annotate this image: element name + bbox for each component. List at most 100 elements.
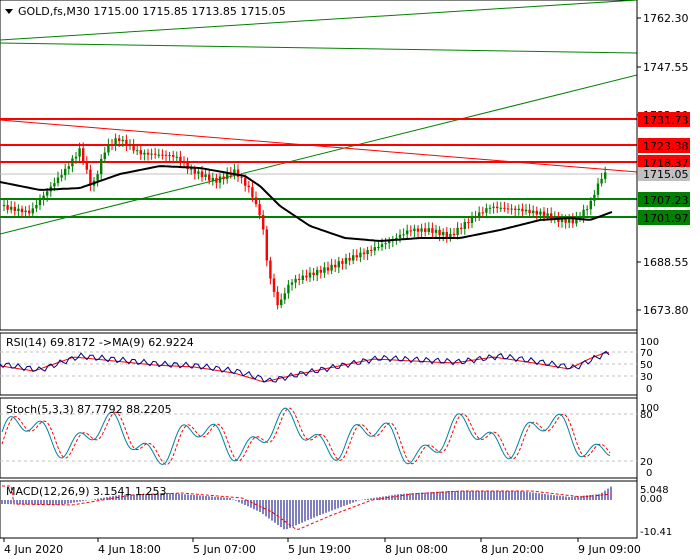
candle-body (31, 208, 34, 214)
macd-pane-frame (0, 480, 638, 539)
candle-body (510, 208, 513, 210)
candle-body (258, 204, 261, 216)
candle-body (24, 210, 27, 213)
candle-body (355, 255, 358, 258)
candlesticks (2, 133, 607, 310)
level-label-s1-text: 1707.23 (643, 194, 689, 207)
candle-body (560, 217, 564, 222)
rsi-line (0, 350, 610, 383)
rsi-scale-tick: 50 (640, 360, 653, 371)
candle-body (445, 231, 448, 238)
candle-body (434, 229, 438, 233)
candle-body (506, 208, 510, 210)
current-price-label (638, 167, 690, 181)
candle-body (323, 267, 326, 273)
candle-body (136, 150, 139, 152)
candle-body (521, 208, 524, 212)
level-label-s2[interactable] (638, 210, 690, 225)
candle-body (164, 154, 168, 156)
candle-body (517, 208, 520, 210)
candle-body (56, 177, 60, 184)
candle-body (110, 144, 114, 146)
candle-body (114, 138, 117, 146)
candle-body (474, 216, 477, 218)
candle-body (532, 210, 535, 214)
macd-pane[interactable]: MACD(12,26,9) 3.1541 1.253 5.048 0.00 -1… (0, 480, 672, 539)
time-tick: 5 Jun 19:00 (288, 543, 351, 556)
candle-body (366, 249, 369, 255)
candle-body (337, 261, 340, 268)
stochastic-pane[interactable]: Stoch(5,3,3) 87.7792 88.2205 100 80 20 0 (0, 397, 659, 479)
level-label-r3[interactable] (638, 155, 690, 170)
time-axis[interactable]: 4 Jun 2020 4 Jun 18:00 5 Jun 07:00 5 Jun… (0, 537, 641, 556)
candle-body (568, 218, 571, 223)
current-price-text: 1715.05 (643, 168, 689, 181)
rsi-scale-tick: 30 (640, 372, 653, 383)
candle-body (222, 176, 225, 180)
candle-body (20, 208, 24, 213)
price-pane-frame (0, 0, 638, 331)
candle-body (596, 183, 600, 195)
candle-body (60, 175, 63, 178)
candle-body (85, 161, 88, 170)
macd-scale-tick: -10.41 (640, 527, 672, 538)
candle-body (388, 241, 391, 244)
candle-body (535, 210, 538, 215)
candle-body (53, 183, 56, 187)
time-tick: 8 Jun 20:00 (481, 543, 544, 556)
level-label-r1[interactable] (638, 112, 690, 127)
rsi-scale-tick: 100 (640, 337, 659, 348)
candle-body (496, 206, 499, 209)
trendline-support (0, 74, 637, 235)
candle-body (370, 249, 373, 251)
candle-body (463, 222, 466, 229)
candle-body (78, 148, 81, 157)
level-label-s2-text: 1701.97 (643, 212, 689, 225)
candle-body (280, 299, 283, 306)
level-label-r2[interactable] (638, 138, 690, 153)
candle-body (524, 209, 528, 212)
candle-body (424, 228, 427, 232)
candle-body (319, 269, 322, 273)
candle-body (290, 282, 294, 285)
candle-body (384, 243, 387, 245)
candle-body (150, 153, 153, 155)
triangle-down-icon[interactable] (5, 9, 13, 14)
stoch-scale-tick: 100 (640, 403, 659, 414)
chart-header[interactable]: GOLD,fs,M30 1715.00 1715.85 1713.85 1715… (5, 5, 286, 18)
candle-body (352, 255, 355, 261)
candle-body (128, 145, 132, 147)
candle-body (348, 258, 351, 261)
candle-body (485, 208, 488, 213)
candle-body (265, 229, 268, 261)
macd-label: MACD(12,26,9) 3.1541 1.253 (6, 485, 167, 498)
candle-body (236, 169, 240, 177)
candle-body (38, 199, 42, 206)
level-label-s1[interactable] (638, 192, 690, 207)
candle-body (125, 139, 128, 146)
candle-body (420, 228, 423, 232)
time-tick: 4 Jun 18:00 (98, 543, 161, 556)
candle-body (71, 158, 74, 167)
candle-body (154, 153, 157, 155)
price-tick: 1688.55 (643, 256, 689, 269)
candle-body (308, 272, 312, 278)
price-pane[interactable]: GOLD,fs,M30 1715.00 1715.85 1713.85 1715… (0, 0, 638, 331)
candle-body (575, 217, 578, 224)
candle-body (539, 211, 542, 215)
time-tick: 4 Jun 2020 (4, 543, 63, 556)
candle-body (35, 205, 38, 209)
candle-body (17, 208, 20, 211)
candle-body (449, 233, 452, 238)
candle-body (28, 210, 31, 214)
candle-body (298, 278, 301, 280)
candle-body (431, 228, 434, 233)
candle-body (218, 176, 222, 183)
candle-body (283, 293, 286, 300)
rsi-pane[interactable]: RSI(14) 69.8172 ->MA(9) 62.9224 100 70 5… (0, 332, 659, 396)
candle-body (190, 168, 193, 170)
candle-body (13, 206, 16, 211)
price-axis[interactable]: 1762.30 1747.55 1732.80 1688.55 1673.80 … (636, 0, 690, 538)
macd-scale-tick: 0.00 (640, 494, 662, 505)
